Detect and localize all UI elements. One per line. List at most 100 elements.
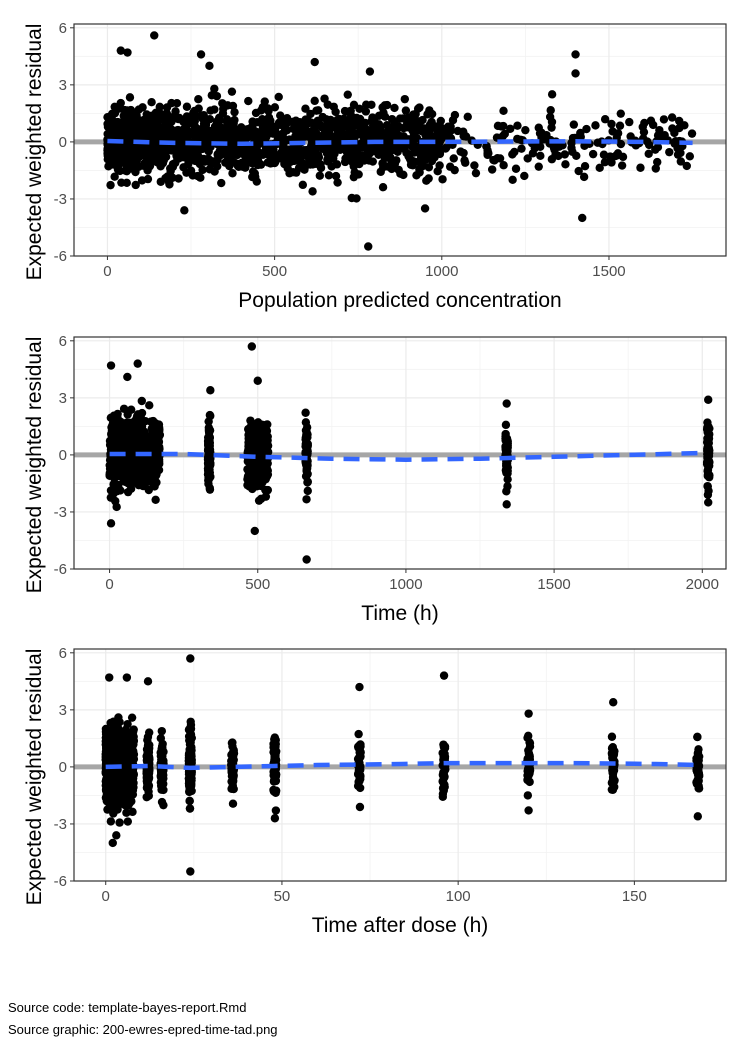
data-point [350,120,360,130]
data-point [703,435,712,445]
data-point [285,169,294,178]
data-point [131,151,141,160]
y-tick-label: 6 [59,645,67,662]
data-point [157,726,167,736]
data-point [693,780,703,790]
data-point [157,757,167,766]
data-point [517,144,526,153]
data-point [112,127,122,137]
data-point [511,164,521,173]
data-point-outlier [364,242,373,251]
data-point [217,178,226,188]
data-point [128,732,138,741]
data-point [147,97,156,107]
data-point [425,106,434,115]
data-point [605,152,615,161]
data-point [271,806,281,815]
data-point-outlier [547,90,557,99]
data-point [135,456,144,465]
data-point [313,116,322,125]
data-point [653,157,662,167]
data-point [315,171,325,180]
data-point [523,791,533,800]
data-point [188,171,197,180]
data-point [228,742,237,751]
data-point [459,148,468,158]
data-point [123,817,133,826]
data-point [244,464,254,473]
data-point [438,789,448,799]
data-point [126,159,136,169]
data-point [269,775,279,785]
data-point [186,749,195,758]
data-point [145,401,154,410]
data-point [537,133,546,142]
data-point [253,117,262,127]
y-tick-label: -6 [54,561,67,578]
data-point [361,143,371,152]
data-point [227,767,236,776]
data-point [310,96,319,106]
data-point [703,459,713,469]
data-point [148,457,157,467]
data-point [324,171,334,180]
data-point [201,120,211,129]
data-point [687,129,697,138]
data-point [270,103,280,112]
data-point [489,155,498,165]
data-point [179,163,188,172]
data-point [356,765,365,774]
data-point [228,799,238,808]
data-point [396,169,405,178]
data-point [185,804,195,813]
data-point [644,140,654,150]
data-point [600,115,610,124]
data-point [158,158,168,168]
data-point [162,109,171,118]
data-point [120,105,129,115]
y-axis-title: Expected weighted residual [23,24,46,281]
data-point [125,93,135,102]
data-point [312,143,321,153]
data-point [208,159,217,168]
data-point [189,109,198,119]
data-point [323,155,332,164]
data-point [595,163,604,173]
data-point [508,175,517,185]
data-point [142,783,152,792]
data-point [156,177,165,186]
data-point [513,134,522,144]
data-point [106,461,115,470]
data-point [270,752,279,762]
data-point [146,119,156,129]
x-tick-label: 1500 [592,263,625,280]
data-point [317,123,326,132]
data-point [244,96,253,106]
data-point [617,161,627,170]
data-point [608,127,617,136]
data-point [508,150,517,159]
data-point [655,125,664,135]
data-point [128,790,138,799]
data-point [137,396,147,406]
data-point [148,146,157,156]
data-point [113,121,122,130]
data-point [249,438,258,447]
data-point [243,457,253,466]
data-point [295,118,305,127]
data-point [349,172,359,182]
data-point [470,161,479,170]
data-point [546,106,555,115]
data-point [186,717,195,726]
data-point [608,776,618,785]
data-point [143,437,153,447]
data-point [501,420,511,430]
data-point [140,159,149,168]
data-point-outlier [302,555,311,564]
data-point [302,495,311,504]
data-point [109,717,118,726]
data-point [103,120,113,130]
data-point-outlier [270,814,280,823]
data-points [103,31,697,251]
